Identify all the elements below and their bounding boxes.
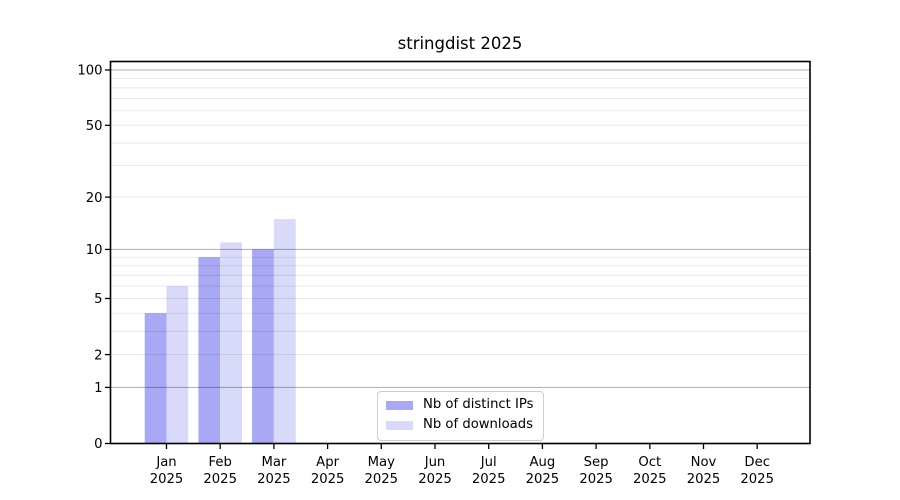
x-tick-label-month: Feb bbox=[209, 455, 232, 470]
x-tick-label-year: 2025 bbox=[418, 472, 452, 487]
bar-nb-of-downloads-mar bbox=[273, 219, 296, 444]
x-tick-label-year: 2025 bbox=[526, 472, 560, 487]
y-tick-label: 50 bbox=[86, 119, 103, 134]
bar-nb-of-downloads-feb bbox=[220, 242, 242, 444]
legend-swatch-distinct-ips bbox=[386, 400, 413, 410]
y-tick-label: 0 bbox=[94, 437, 102, 452]
legend: Nb of distinct IPs Nb of downloads bbox=[377, 391, 544, 441]
y-tick-label: 5 bbox=[94, 292, 102, 307]
x-tick-label-year: 2025 bbox=[257, 472, 291, 487]
x-tick-label-month: May bbox=[368, 455, 395, 470]
x-tick-label-month: Apr bbox=[316, 455, 339, 470]
x-tick-label-year: 2025 bbox=[579, 472, 613, 487]
legend-label-distinct-ips: Nb of distinct IPs bbox=[423, 397, 534, 412]
x-tick-label-year: 2025 bbox=[365, 472, 399, 487]
x-tick-label-year: 2025 bbox=[740, 472, 774, 487]
legend-item-distinct-ips: Nb of distinct IPs bbox=[386, 395, 534, 415]
bar-nb-of-downloads-jan bbox=[166, 286, 189, 444]
x-tick-label-year: 2025 bbox=[311, 472, 345, 487]
y-tick-label: 2 bbox=[94, 348, 102, 363]
legend-swatch-downloads bbox=[386, 420, 413, 430]
x-tick-label-month: Jun bbox=[424, 455, 446, 470]
axes-frame bbox=[109, 60, 811, 445]
x-tick-label-month: Sep bbox=[584, 455, 609, 470]
x-tick-label-month: Nov bbox=[691, 455, 717, 470]
x-tick-label-month: Jan bbox=[155, 455, 176, 470]
legend-item-downloads: Nb of downloads bbox=[386, 415, 534, 435]
x-tick-label-year: 2025 bbox=[472, 472, 506, 487]
bar-nb-of-distinct-ips-mar bbox=[252, 249, 274, 444]
y-tick-label: 10 bbox=[86, 243, 103, 258]
x-tick-label-month: Oct bbox=[638, 455, 661, 470]
x-tick-label-year: 2025 bbox=[633, 472, 667, 487]
chart-title: stringdist 2025 bbox=[397, 34, 523, 53]
bar-nb-of-distinct-ips-feb bbox=[198, 257, 221, 444]
x-tick-label-month: Aug bbox=[530, 455, 556, 470]
x-tick-label-year: 2025 bbox=[150, 472, 184, 487]
y-tick-label: 100 bbox=[77, 64, 102, 79]
y-tick-label: 20 bbox=[86, 191, 103, 206]
bar-nb-of-distinct-ips-jan bbox=[144, 313, 167, 444]
legend-label-downloads: Nb of downloads bbox=[423, 417, 533, 432]
x-tick-label-month: Dec bbox=[744, 455, 770, 470]
y-tick-label: 1 bbox=[94, 381, 102, 396]
x-tick-label-month: Jul bbox=[480, 455, 497, 470]
x-tick-label-year: 2025 bbox=[203, 472, 237, 487]
x-tick-label-month: Mar bbox=[261, 455, 286, 470]
x-tick-label-year: 2025 bbox=[687, 472, 721, 487]
